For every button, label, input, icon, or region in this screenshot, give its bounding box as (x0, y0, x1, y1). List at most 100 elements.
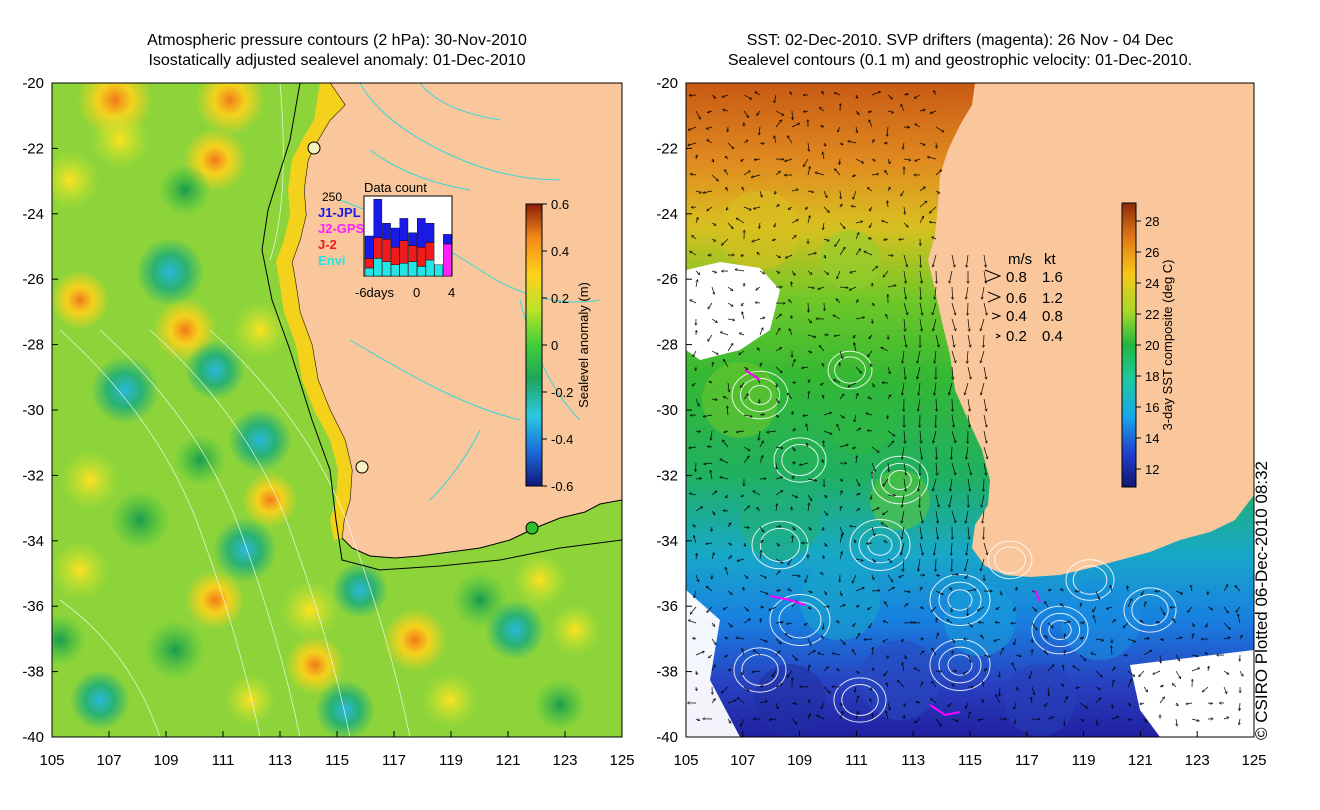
velocity-vector (1079, 637, 1083, 639)
velocity-vector (935, 170, 941, 176)
velocity-vector (864, 639, 873, 640)
velocity-vector (727, 319, 734, 320)
velocity-vector (823, 270, 828, 274)
left-title-line1: Atmospheric pressure contours (2 hPa): 3… (147, 32, 527, 49)
velocity-vector (742, 649, 745, 656)
velocity-vector (935, 190, 939, 193)
velocity-vector (800, 462, 809, 465)
histogram-bar-j1 (399, 218, 409, 241)
sla-eddy (145, 620, 205, 680)
velocity-vector (840, 190, 841, 198)
velocity-vector (706, 543, 713, 544)
velocity-vector (950, 478, 953, 491)
histogram-bar-envi (408, 261, 417, 277)
velocity-vector (851, 206, 857, 207)
colorbar-tick-label: 16 (1145, 400, 1159, 415)
velocity-vector (903, 366, 905, 379)
velocity-vector (966, 510, 969, 523)
velocity-vector (759, 574, 766, 578)
velocity-vector (1079, 654, 1086, 660)
velocity-vector (1111, 680, 1114, 688)
sealevel-contour (739, 377, 781, 413)
velocity-vector (723, 110, 729, 111)
velocity-vector (711, 286, 714, 294)
velocity-vector (776, 382, 777, 387)
velocity-vector (807, 334, 815, 337)
sst-patch (1004, 664, 1076, 736)
velocity-vector (983, 478, 984, 491)
velocity-vector (983, 270, 986, 283)
velocity-vector (724, 360, 729, 368)
lon-tick-label: 119 (439, 752, 463, 769)
lat-tick-label: -32 (656, 467, 678, 484)
histogram-bar-envi (364, 267, 374, 277)
velocity-vector (1063, 697, 1067, 704)
velocity-vector (792, 536, 793, 544)
velocity-vector (823, 622, 824, 629)
velocity-vector (1029, 670, 1033, 678)
velocity-vector (711, 553, 714, 560)
velocity-vector (1095, 670, 1102, 677)
velocity-vector (767, 431, 777, 432)
velocity-vector (932, 606, 937, 611)
velocity-vector (887, 111, 893, 113)
lon-tick-label: 125 (609, 752, 634, 769)
velocity-vector (967, 462, 971, 475)
velocity-vector (1127, 679, 1132, 688)
velocity-vector (806, 207, 809, 209)
velocity-vector (695, 431, 700, 432)
velocity-row-ms: 0.6 (1006, 290, 1027, 307)
velocity-vector (788, 136, 793, 144)
velocity-vector (760, 619, 761, 624)
histogram-bar-j1 (443, 234, 452, 245)
velocity-vector (883, 621, 889, 624)
velocity-vector (848, 382, 857, 387)
velocity-vector (833, 653, 841, 656)
velocity-vector (902, 663, 905, 672)
velocity-vector (855, 249, 860, 256)
velocity-vector (1203, 686, 1209, 692)
velocity-vector (802, 367, 809, 368)
velocity-vector (693, 350, 697, 356)
sealevel-contour (741, 654, 779, 686)
velocity-vector (727, 556, 731, 560)
velocity-vector (1223, 622, 1230, 629)
velocity-vector (855, 633, 860, 640)
velocity-vector (822, 636, 825, 640)
velocity-vector (759, 414, 764, 415)
velocity-vector (887, 683, 888, 688)
velocity-vector (917, 366, 921, 379)
velocity-vector (756, 302, 761, 303)
velocity-vector (1111, 620, 1115, 624)
velocity-vector (919, 607, 923, 608)
velocity-vector (888, 462, 889, 471)
velocity-vector (711, 94, 715, 98)
sla-eddy (90, 110, 150, 170)
velocity-vector (791, 703, 796, 704)
sla-eddy (285, 635, 345, 695)
velocity-vector (935, 671, 941, 672)
velocity-vector (983, 366, 986, 379)
sla-eddy (52, 540, 110, 600)
velocity-vector (693, 638, 697, 639)
velocity-vector (1048, 686, 1049, 695)
colorbar-tick-label: 26 (1145, 245, 1159, 260)
velocity-vector (839, 143, 843, 145)
velocity-vector (823, 413, 831, 416)
velocity-vector (1191, 586, 1192, 592)
lon-tick-label: 117 (1015, 752, 1039, 769)
velocity-vector (815, 173, 825, 176)
velocity-vector (903, 478, 906, 491)
velocity-vector (983, 254, 986, 267)
histogram-bar-j1 (408, 232, 417, 246)
velocity-vector (996, 695, 1001, 704)
velocity-vector (725, 568, 729, 576)
velocity-vector (759, 270, 764, 274)
velocity-vector (1207, 606, 1212, 610)
velocity-vector (1191, 718, 1199, 721)
velocity-vector (919, 187, 925, 192)
right-title-line2: Sealevel contours (0.1 m) and geostrophi… (727, 52, 1193, 69)
river (359, 83, 561, 181)
velocity-vector (864, 251, 873, 256)
velocity-vector (1111, 667, 1115, 672)
